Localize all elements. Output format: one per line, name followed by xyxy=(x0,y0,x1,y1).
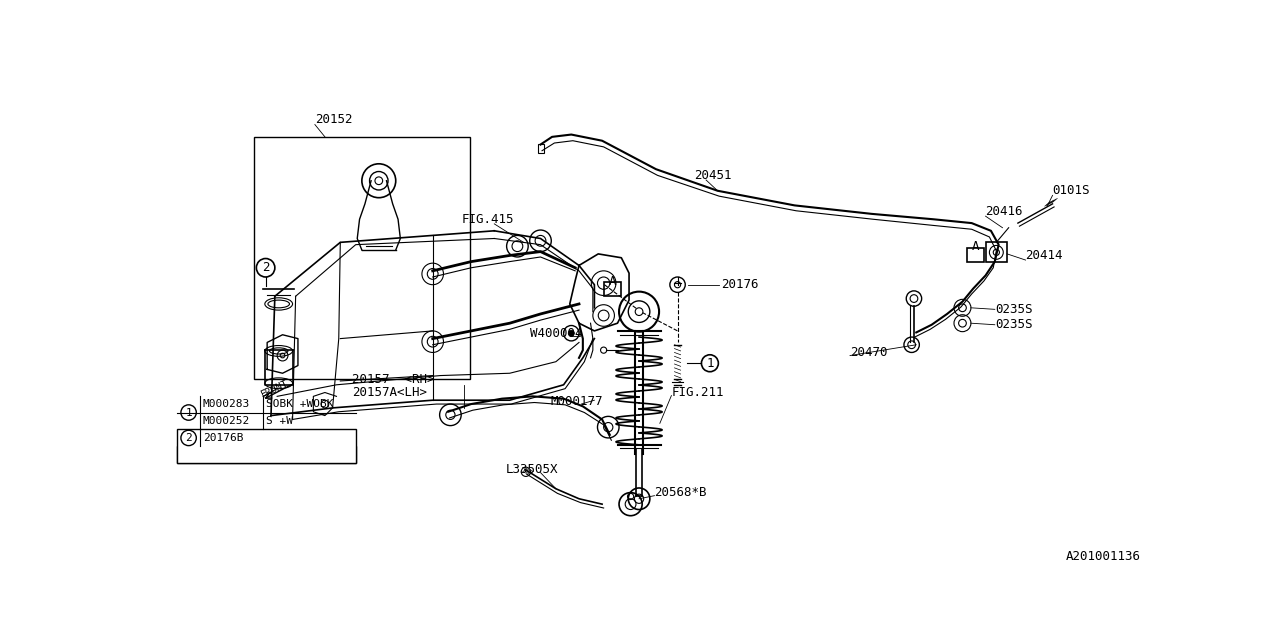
Text: A: A xyxy=(609,275,617,288)
Text: 2: 2 xyxy=(262,261,269,275)
Text: M000283: M000283 xyxy=(202,399,250,409)
Text: A: A xyxy=(972,241,979,253)
Text: A201001136: A201001136 xyxy=(1066,550,1140,563)
Bar xyxy=(986,243,1007,262)
Text: 20176: 20176 xyxy=(722,278,759,291)
Text: 20176B: 20176B xyxy=(204,433,243,443)
Bar xyxy=(253,137,470,380)
Text: M000252: M000252 xyxy=(202,416,250,426)
Text: 0235S: 0235S xyxy=(995,318,1032,332)
Text: W400004: W400004 xyxy=(530,326,582,340)
Text: 0235S: 0235S xyxy=(995,303,1032,316)
Text: M000177: M000177 xyxy=(550,396,603,408)
Bar xyxy=(177,429,356,463)
FancyBboxPatch shape xyxy=(604,282,621,296)
Text: FIG.211: FIG.211 xyxy=(672,386,724,399)
Text: 0101S: 0101S xyxy=(1052,184,1091,197)
Text: L33505X: L33505X xyxy=(506,463,558,476)
Text: 20416: 20416 xyxy=(986,205,1023,218)
Bar xyxy=(177,447,356,463)
Text: 20568*B: 20568*B xyxy=(654,486,707,499)
Text: 20157  <RH>: 20157 <RH> xyxy=(352,373,434,386)
Text: 20152: 20152 xyxy=(315,113,352,125)
Circle shape xyxy=(375,177,383,184)
Text: SOBK +WOBK: SOBK +WOBK xyxy=(266,399,333,409)
Bar xyxy=(538,144,544,153)
Circle shape xyxy=(635,308,643,316)
FancyBboxPatch shape xyxy=(968,248,984,262)
Text: 1: 1 xyxy=(186,408,192,417)
Text: S +W: S +W xyxy=(266,416,293,426)
Text: 2: 2 xyxy=(186,433,192,443)
Text: 20414: 20414 xyxy=(1025,249,1064,262)
Text: 20451: 20451 xyxy=(695,169,732,182)
Text: 20470: 20470 xyxy=(850,346,887,359)
Text: FRONT: FRONT xyxy=(260,378,291,399)
Text: 20157A<LH>: 20157A<LH> xyxy=(352,386,426,399)
Text: FIG.415: FIG.415 xyxy=(462,212,515,226)
Circle shape xyxy=(568,330,575,336)
Text: 1: 1 xyxy=(707,356,714,370)
